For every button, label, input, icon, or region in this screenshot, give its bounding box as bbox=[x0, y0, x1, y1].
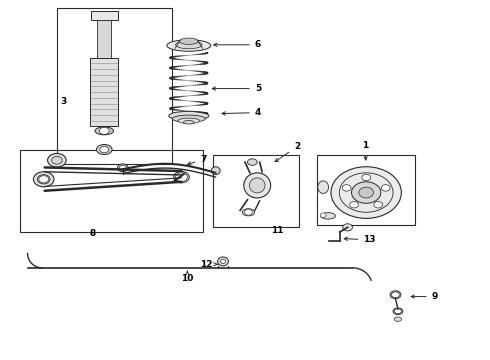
Circle shape bbox=[343, 224, 352, 231]
Ellipse shape bbox=[211, 167, 220, 175]
Ellipse shape bbox=[247, 159, 257, 165]
Text: 6: 6 bbox=[214, 40, 261, 49]
Ellipse shape bbox=[33, 172, 54, 187]
Circle shape bbox=[120, 165, 126, 170]
Ellipse shape bbox=[172, 115, 205, 122]
Circle shape bbox=[320, 213, 326, 217]
Bar bbox=[57, 8, 172, 164]
Ellipse shape bbox=[321, 213, 335, 219]
Ellipse shape bbox=[178, 118, 199, 123]
Text: 2: 2 bbox=[275, 142, 300, 162]
Text: 11: 11 bbox=[271, 226, 284, 235]
Ellipse shape bbox=[243, 209, 254, 216]
Ellipse shape bbox=[51, 156, 62, 164]
Ellipse shape bbox=[218, 257, 228, 266]
Ellipse shape bbox=[97, 144, 112, 154]
Circle shape bbox=[350, 202, 359, 208]
Bar bbox=[213, 155, 299, 226]
Circle shape bbox=[175, 173, 187, 181]
Circle shape bbox=[39, 176, 49, 183]
Circle shape bbox=[331, 167, 401, 219]
Ellipse shape bbox=[220, 259, 225, 264]
Text: 1: 1 bbox=[362, 141, 368, 160]
Ellipse shape bbox=[118, 164, 128, 172]
Bar bbox=[318, 155, 415, 225]
Circle shape bbox=[392, 292, 399, 298]
Ellipse shape bbox=[390, 291, 401, 299]
Circle shape bbox=[99, 127, 109, 134]
Ellipse shape bbox=[167, 40, 211, 51]
Text: 7: 7 bbox=[188, 155, 206, 165]
Circle shape bbox=[381, 185, 390, 191]
Bar bbox=[90, 58, 119, 126]
Ellipse shape bbox=[37, 175, 50, 184]
Text: 4: 4 bbox=[222, 108, 261, 117]
Ellipse shape bbox=[244, 173, 270, 198]
Text: 3: 3 bbox=[60, 96, 67, 105]
Ellipse shape bbox=[393, 308, 403, 315]
Ellipse shape bbox=[175, 41, 202, 49]
Circle shape bbox=[245, 210, 252, 215]
Bar bbox=[20, 149, 203, 232]
Text: 5: 5 bbox=[212, 84, 261, 93]
Ellipse shape bbox=[183, 121, 194, 124]
Circle shape bbox=[394, 309, 401, 314]
Ellipse shape bbox=[169, 111, 209, 120]
Circle shape bbox=[374, 202, 383, 208]
Text: 10: 10 bbox=[181, 271, 194, 283]
Circle shape bbox=[351, 182, 381, 203]
Circle shape bbox=[100, 146, 109, 153]
Text: 12: 12 bbox=[200, 260, 218, 269]
Circle shape bbox=[362, 174, 370, 181]
Ellipse shape bbox=[48, 153, 66, 167]
Bar bbox=[98, 21, 111, 58]
Circle shape bbox=[359, 187, 373, 198]
Text: 13: 13 bbox=[344, 235, 376, 244]
Ellipse shape bbox=[318, 181, 329, 193]
Text: 9: 9 bbox=[411, 292, 438, 301]
Circle shape bbox=[342, 185, 351, 191]
Bar bbox=[91, 12, 118, 21]
Ellipse shape bbox=[394, 317, 402, 321]
Text: 8: 8 bbox=[90, 229, 96, 238]
Ellipse shape bbox=[173, 171, 189, 183]
Ellipse shape bbox=[249, 178, 265, 193]
Ellipse shape bbox=[95, 127, 114, 135]
Ellipse shape bbox=[179, 38, 198, 44]
